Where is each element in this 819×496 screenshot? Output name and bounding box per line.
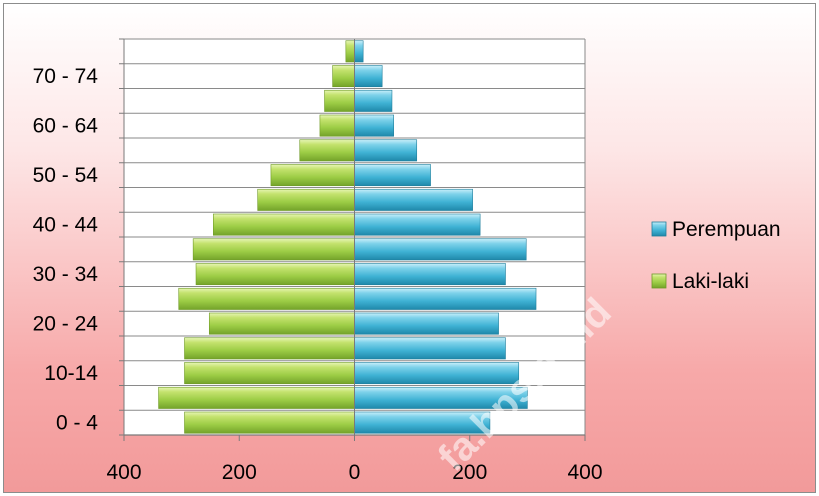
bar-laki-laki-8: [213, 213, 355, 236]
legend-label-laki-laki: Laki-laki: [672, 270, 749, 293]
bar-laki-laki-3: [184, 337, 355, 360]
legend-swatch-laki-laki: [651, 273, 667, 289]
axes: [119, 38, 586, 441]
bar-laki-laki-12: [319, 114, 355, 137]
bar-laki-laki-13: [324, 89, 355, 112]
x-tick-label: 200: [452, 461, 487, 484]
bar-perempuan-12: [354, 114, 394, 137]
y-tick-label: 0 - 4: [56, 412, 98, 435]
bar-laki-laki-7: [192, 238, 355, 261]
bar-perempuan-13: [354, 89, 393, 112]
bar-laki-laki-5: [178, 287, 355, 310]
bar-laki-laki-11: [299, 139, 355, 162]
bar-perempuan-8: [354, 213, 481, 236]
bar-perempuan-6: [354, 263, 506, 286]
y-tick-label: 10-14: [44, 362, 98, 385]
bar-perempuan-9: [354, 188, 473, 211]
bar-perempuan-3: [354, 337, 506, 360]
y-tick-label: 20 - 24: [33, 313, 99, 336]
x-tick-label: 400: [567, 461, 602, 484]
bar-laki-laki-4: [208, 312, 355, 335]
y-tick-label: 50 - 54: [33, 164, 99, 187]
value-axis-labels: 400 200 0 200 400: [106, 461, 602, 484]
bar-laki-laki-14: [332, 65, 355, 88]
bar-perempuan-14: [354, 65, 383, 88]
bar-laki-laki-15: [345, 40, 355, 63]
bar-laki-laki-1: [158, 386, 355, 409]
y-tick-label: 40 - 44: [33, 214, 99, 237]
chart-frame: 0 - 4 10-14 20 - 24 30 - 34 40 - 44 50 - 54 60…: [3, 3, 816, 493]
population-pyramid-chart: 0 - 4 10-14 20 - 24 30 - 34 40 - 44 50 - 54 60…: [33, 38, 781, 484]
bar-laki-laki-2: [184, 362, 355, 385]
bar-perempuan-15: [354, 40, 364, 63]
bar-laki-laki-0: [184, 411, 355, 434]
bar-perempuan-2: [354, 362, 520, 385]
bar-perempuan-7: [354, 238, 527, 261]
legend-swatch-perempuan: [651, 221, 667, 237]
y-tick-label: 70 - 74: [33, 65, 99, 88]
bar-perempuan-11: [354, 139, 418, 162]
bar-laki-laki-10: [270, 164, 355, 187]
y-tick-label: 30 - 34: [33, 263, 99, 286]
x-tick-label: 200: [222, 461, 257, 484]
y-tick-label: 60 - 64: [33, 115, 99, 138]
category-axis-labels: 0 - 4 10-14 20 - 24 30 - 34 40 - 44 50 - 54 60…: [33, 65, 99, 435]
bar-perempuan-10: [354, 164, 431, 187]
bar-perempuan-5: [354, 287, 537, 310]
bar-laki-laki-6: [195, 263, 355, 286]
x-tick-label: 400: [106, 461, 141, 484]
legend-label-perempuan: Perempuan: [672, 218, 781, 241]
legend: Perempuan Laki-laki: [651, 218, 781, 293]
x-tick-label: 0: [349, 461, 361, 484]
bar-perempuan-4: [354, 312, 499, 335]
bar-laki-laki-9: [257, 188, 355, 211]
